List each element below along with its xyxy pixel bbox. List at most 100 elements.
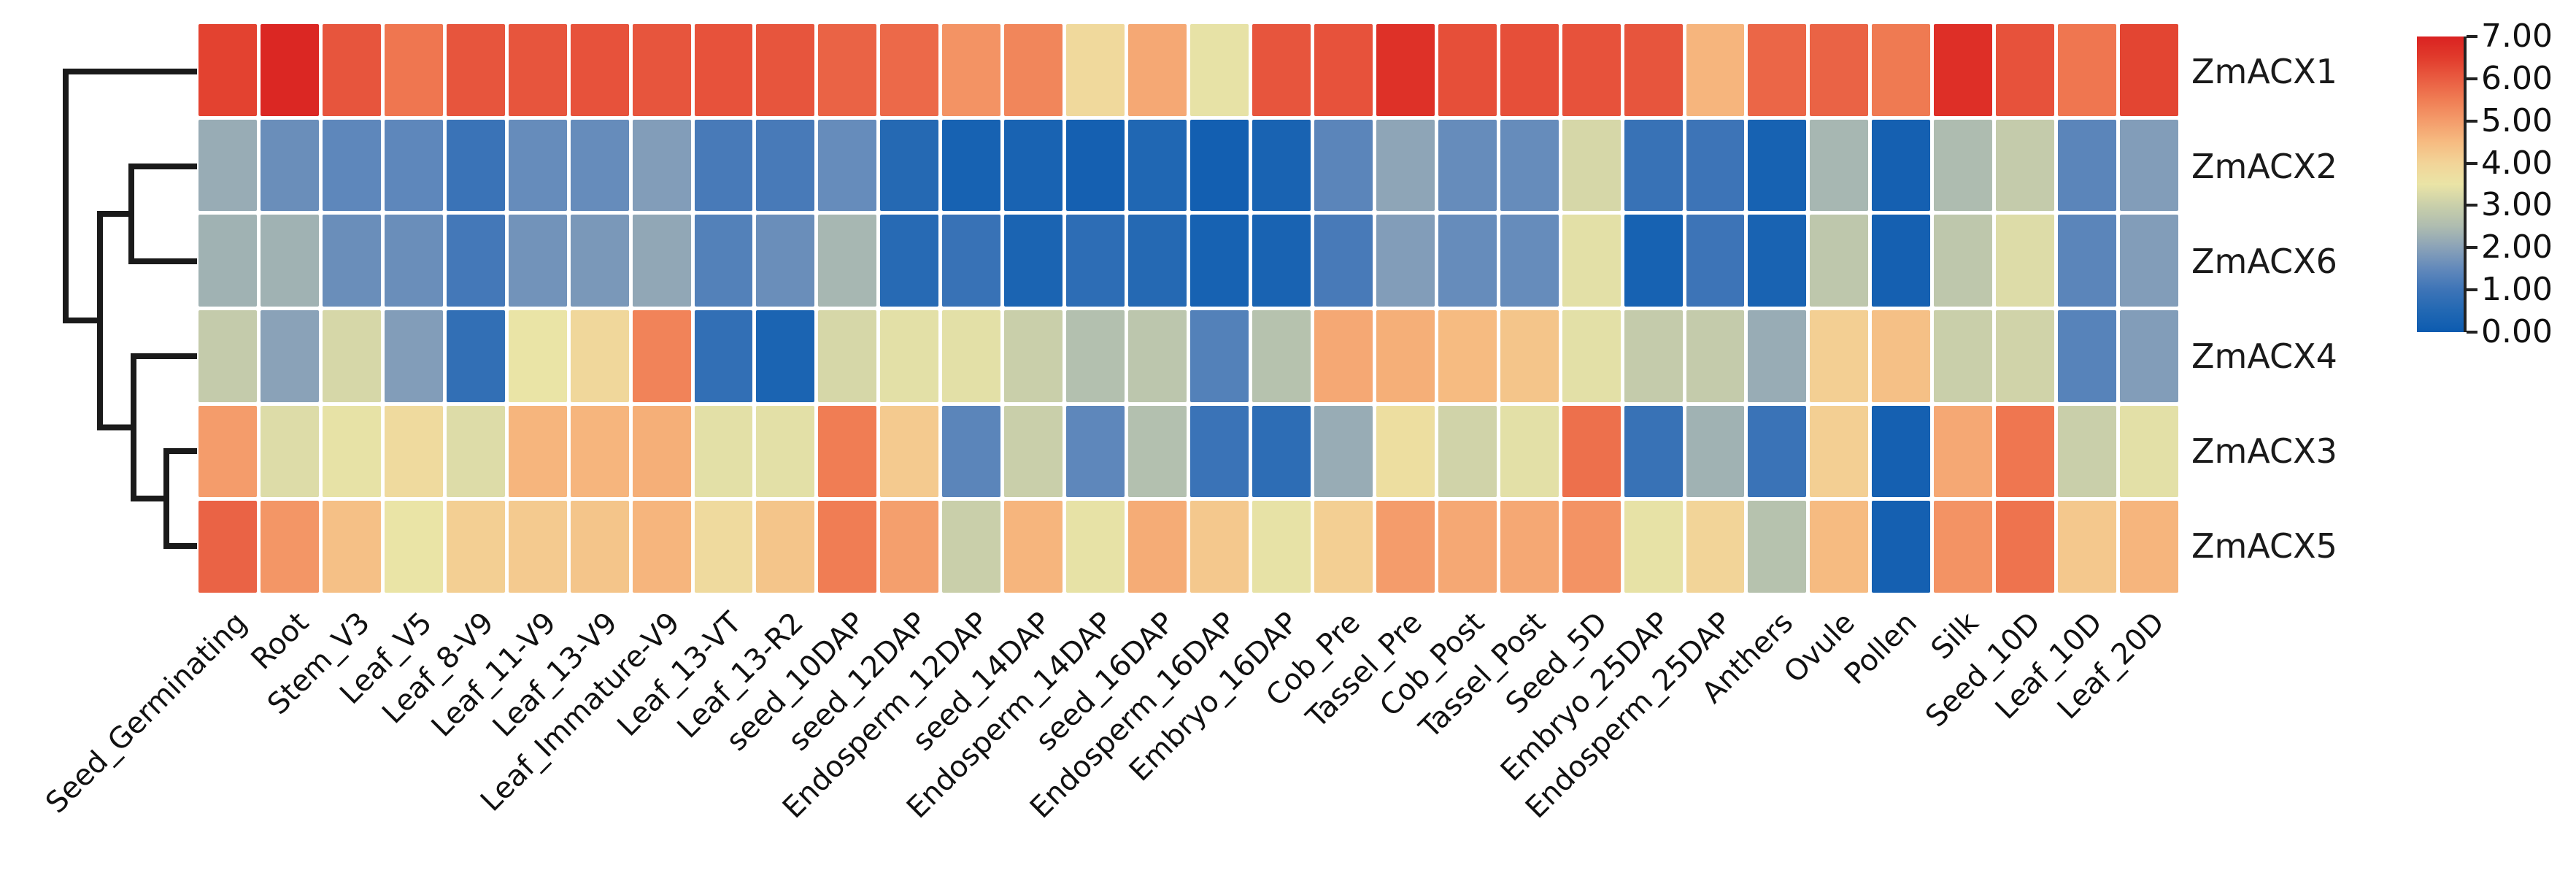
heatmap-cell (1748, 119, 1807, 212)
row-label: ZmACX4 (2191, 336, 2337, 376)
heatmap-cell (694, 309, 753, 402)
legend-tick-label: 7.00 (2481, 18, 2553, 55)
heatmap-cell (384, 215, 443, 307)
heatmap-cell (322, 405, 381, 498)
heatmap-cell (1252, 405, 1311, 498)
heatmap-cell (1376, 405, 1435, 498)
heatmap-cell (570, 215, 629, 307)
heatmap-cell (1996, 119, 2055, 212)
heatmap-cell (508, 24, 567, 116)
heatmap-cell (260, 309, 319, 402)
legend-tick-mark (2467, 246, 2477, 250)
heatmap-cell (1252, 215, 1311, 307)
heatmap-cell (818, 501, 877, 593)
heatmap-cell (1748, 405, 1807, 498)
heatmap-cell (508, 309, 567, 402)
heatmap-cell (1996, 309, 2055, 402)
heatmap-cell (1748, 309, 1807, 402)
heatmap-cell (694, 119, 753, 212)
heatmap-cell (1190, 405, 1249, 498)
row-label: ZmACX6 (2191, 242, 2337, 281)
heatmap-cell (1996, 405, 2055, 498)
heatmap-cell (2120, 309, 2178, 402)
heatmap-cell (446, 501, 505, 593)
heatmap-cell (818, 24, 877, 116)
heatmap-cell (1376, 119, 1435, 212)
heatmap-cell (1128, 119, 1187, 212)
colorbar-gradient (2417, 36, 2467, 332)
heatmap-cell (1810, 405, 1869, 498)
heatmap-cell (446, 215, 505, 307)
heatmap-cell (508, 405, 567, 498)
heatmap-cell (1872, 24, 1931, 116)
heatmap-cell (446, 119, 505, 212)
heatmap-cell (198, 501, 257, 593)
heatmap-cell (1810, 24, 1869, 116)
heatmap-cell (2058, 405, 2117, 498)
heatmap-cell (1314, 501, 1373, 593)
heatmap-cell (1686, 215, 1745, 307)
heatmap-cell (694, 24, 753, 116)
heatmap-cell (1500, 24, 1559, 116)
heatmap-cell (1872, 119, 1931, 212)
heatmap-cell (322, 24, 381, 116)
heatmap-cell (1314, 309, 1373, 402)
heatmap-cell (570, 309, 629, 402)
heatmap-cell (1562, 309, 1621, 402)
dendrogram-branch (131, 353, 197, 501)
legend-tick-label: 5.00 (2481, 101, 2553, 139)
heatmap-cell (1314, 405, 1373, 498)
heatmap-cell (1128, 24, 1187, 116)
heatmap-cell (1996, 24, 2055, 116)
heatmap-cell (756, 119, 815, 212)
heatmap-cell (1004, 215, 1063, 307)
heatmap-cell (632, 405, 691, 498)
heatmap-cell (1190, 24, 1249, 116)
heatmap-cell (1376, 501, 1435, 593)
heatmap-cell (384, 501, 443, 593)
heatmap-cell (880, 501, 939, 593)
legend-tick-mark (2467, 204, 2477, 207)
heatmap-cell (1996, 501, 2055, 593)
heatmap-cell (1252, 119, 1311, 212)
heatmap-cell (694, 405, 753, 498)
heatmap-cell (198, 405, 257, 498)
heatmap-cell (260, 215, 319, 307)
heatmap-cell (1872, 405, 1931, 498)
heatmap-cell (384, 119, 443, 212)
heatmap-cell (446, 405, 505, 498)
heatmap-cell (508, 215, 567, 307)
heatmap-cell (260, 405, 319, 498)
heatmap-cell (1686, 405, 1745, 498)
heatmap-cell (1190, 309, 1249, 402)
heatmap-cell (632, 501, 691, 593)
heatmap-cell (1066, 309, 1125, 402)
heatmap-cell (942, 119, 1001, 212)
heatmap-cell (756, 309, 815, 402)
heatmap-cell (756, 405, 815, 498)
heatmap-cell (384, 309, 443, 402)
heatmap-cell (1004, 501, 1063, 593)
heatmap-cell (1314, 24, 1373, 116)
legend-tick-mark (2467, 331, 2477, 334)
row-label: ZmACX2 (2191, 147, 2337, 186)
heatmap-cell (1810, 309, 1869, 402)
heatmap-cell (198, 24, 257, 116)
heatmap-cell (880, 119, 939, 212)
heatmap-cell (756, 501, 815, 593)
heatmap-cell (1562, 119, 1621, 212)
heatmap-cell (942, 405, 1001, 498)
heatmap-cell (2058, 309, 2117, 402)
heatmap-cell (818, 309, 877, 402)
legend-tick-mark (2467, 119, 2477, 123)
heatmap-cell (1934, 309, 1993, 402)
heatmap-cell (322, 215, 381, 307)
heatmap-cell (1252, 501, 1311, 593)
dendrogram-branch (63, 69, 197, 323)
heatmap-cell (1066, 405, 1125, 498)
heatmap-cell (570, 24, 629, 116)
heatmap-cell (1562, 24, 1621, 116)
heatmap-cell (1562, 215, 1621, 307)
heatmap-cell (2120, 119, 2178, 212)
heatmap-cell (1066, 24, 1125, 116)
